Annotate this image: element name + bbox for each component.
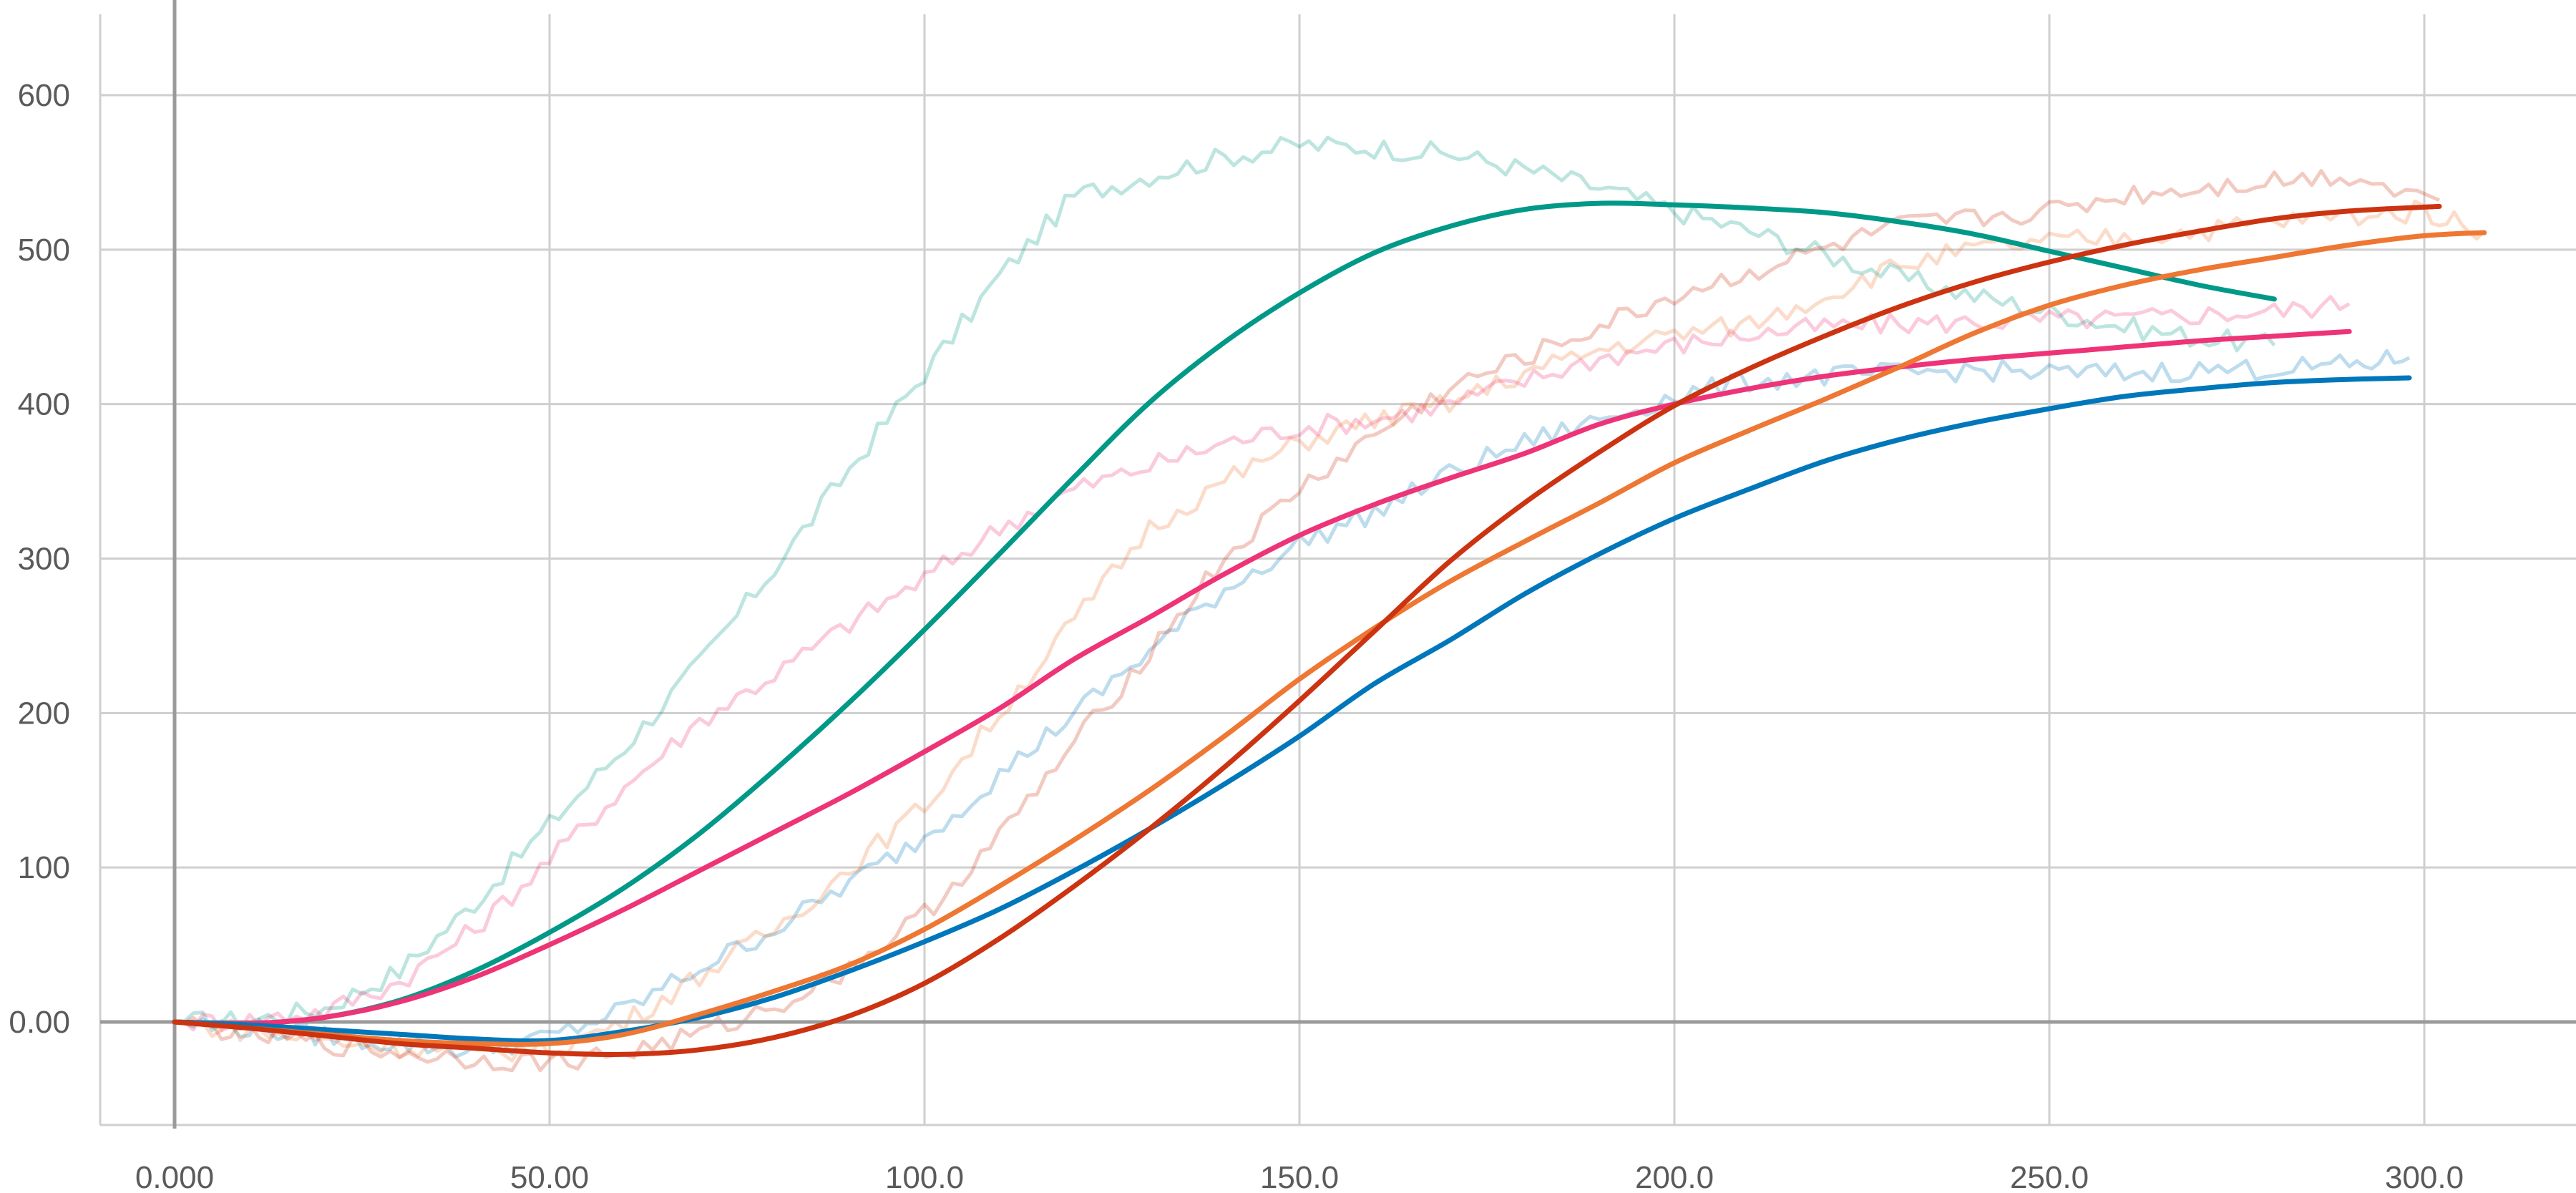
series-line-3: [172, 230, 2487, 1047]
x-tick-label: 0.000: [135, 1160, 214, 1193]
raw-series-line-0: [174, 135, 2276, 1033]
raw-series-line-4: [174, 169, 2441, 1073]
series-line-1: [172, 328, 2352, 1026]
axes: [100, 0, 2576, 1129]
x-tick-label: 300.0: [2385, 1160, 2464, 1193]
raw-series-line-2: [174, 349, 2411, 1059]
series-line-4: [172, 203, 2442, 1057]
x-tick-label: 250.0: [2010, 1160, 2089, 1193]
y-tick-label: 0.00: [9, 1005, 70, 1040]
y-tick-label: 300: [18, 542, 70, 577]
y-tick-label: 100: [18, 850, 70, 885]
y-tick-label: 200: [18, 696, 70, 731]
x-tick-label: 100.0: [885, 1160, 964, 1193]
y-tick-label: 500: [18, 233, 70, 268]
x-tick-label: 150.0: [1260, 1160, 1339, 1193]
raw-series-line-1: [174, 295, 2351, 1033]
tick-labels: 0.00 100 200 300 400 500 600 0.000 50.00 100.0 150…: [9, 78, 2464, 1193]
series-line-0: [172, 200, 2277, 1026]
y-tick-label: 400: [18, 387, 70, 422]
grid: [99, 14, 2576, 1126]
y-tick-label: 600: [18, 78, 70, 113]
series-line-2: [172, 375, 2412, 1044]
smoothed-series-layer: [172, 200, 2487, 1057]
x-tick-label: 200.0: [1635, 1160, 1714, 1193]
x-tick-label: 50.00: [510, 1160, 589, 1193]
